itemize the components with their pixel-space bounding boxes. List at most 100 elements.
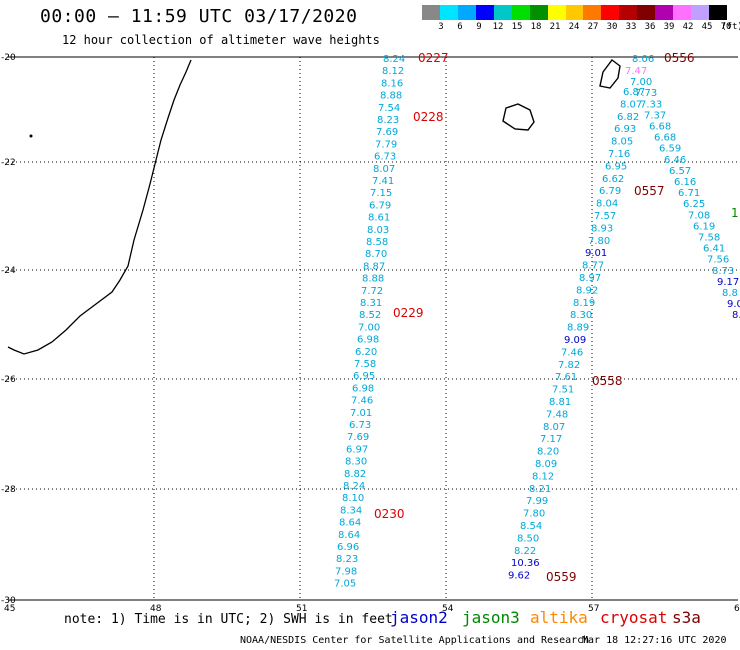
legend-tick: 36 bbox=[644, 22, 656, 32]
swh-value: 7.58 bbox=[698, 233, 720, 244]
lon-label: 60 bbox=[734, 604, 740, 614]
swh-value: 8.9 bbox=[732, 310, 740, 321]
swh-value: 6.87 bbox=[623, 87, 645, 98]
swh-value: 6.59 bbox=[659, 144, 681, 155]
pass-time-label: 0558 bbox=[592, 374, 623, 388]
footer-note: note: 1) Time is in UTC; 2) SWH is in fe… bbox=[64, 612, 393, 627]
swh-value: 6.16 bbox=[674, 177, 696, 188]
swh-value: 7.69 bbox=[376, 127, 398, 138]
swh-value: 7.58 bbox=[354, 359, 376, 370]
swh-value: 8.88 bbox=[362, 274, 384, 285]
legend-swatch-15 bbox=[691, 5, 709, 20]
swh-value: 7.98 bbox=[335, 566, 357, 577]
legend-unit: (ft) bbox=[721, 22, 740, 32]
legend-tick: 15 bbox=[511, 22, 523, 32]
swh-value: 6.96 bbox=[337, 542, 359, 553]
lon-label: 57 bbox=[588, 604, 599, 614]
swh-value: 6.41 bbox=[703, 244, 725, 255]
swh-value: 7.47 bbox=[625, 66, 647, 77]
swh-value: 6.57 bbox=[669, 166, 691, 177]
legend-tick: 39 bbox=[663, 22, 675, 32]
swh-value: 7.17 bbox=[540, 434, 562, 445]
legend-swatch-14 bbox=[673, 5, 692, 20]
swh-value: 8.07 bbox=[373, 164, 395, 175]
legend-swatch-4 bbox=[493, 5, 512, 20]
swh-value: 9.62 bbox=[508, 571, 530, 582]
swh-value: 7.46 bbox=[351, 396, 373, 407]
lon-label: 54 bbox=[442, 604, 454, 614]
swh-value: 8.21 bbox=[529, 484, 551, 495]
swh-value: 7.15 bbox=[370, 188, 392, 199]
legend-tick: 18 bbox=[530, 22, 542, 32]
swh-value: 8.93 bbox=[591, 223, 613, 234]
swh-value: 8.07 bbox=[620, 99, 642, 110]
swh-value: 8.12 bbox=[532, 471, 554, 482]
swh-value: 6.82 bbox=[617, 112, 639, 123]
swh-value: 7.57 bbox=[594, 211, 616, 222]
lat-label: -28 bbox=[1, 485, 16, 495]
lat-label: -24 bbox=[1, 266, 16, 276]
sat-label-jason2: jason2 bbox=[390, 608, 448, 627]
swh-value: 8.30 bbox=[345, 457, 367, 468]
swh-value: 8.81 bbox=[549, 397, 571, 408]
legend-swatch-6 bbox=[529, 5, 548, 20]
swh-value: 8.64 bbox=[338, 530, 360, 541]
legend-tick: 27 bbox=[587, 22, 599, 32]
map-title: 00:00 – 11:59 UTC 03/17/2020 bbox=[40, 6, 358, 27]
swh-value: 8.12 bbox=[382, 66, 404, 77]
lon-label: 48 bbox=[150, 604, 162, 614]
generated-timestamp: Mar 18 12:27:16 UTC 2020 bbox=[582, 635, 727, 646]
swh-value: 8.82 bbox=[344, 469, 366, 480]
swh-value: 7.37 bbox=[644, 110, 666, 121]
swh-value: 7.01 bbox=[350, 408, 372, 419]
pass-time-label: 0230 bbox=[374, 507, 405, 521]
swh-value: 8.16 bbox=[381, 78, 403, 89]
swh-value: 6.20 bbox=[355, 347, 377, 358]
swh-value: 8.61 bbox=[368, 213, 390, 224]
swh-value: 7.82 bbox=[558, 360, 580, 371]
swh-value: 8.87 bbox=[363, 261, 385, 272]
pass-time-label: 0559 bbox=[546, 570, 577, 584]
wave-observations: 8.248.128.168.887.548.237.697.796.738.07… bbox=[334, 51, 740, 590]
swh-value: 7.33 bbox=[640, 99, 662, 110]
swh-value: 9.09 bbox=[564, 335, 586, 346]
lat-label: -20 bbox=[1, 53, 16, 63]
swh-value: 7.79 bbox=[375, 139, 397, 150]
legend-swatch-0 bbox=[422, 5, 440, 20]
pass-time-label: 0228 bbox=[413, 110, 444, 124]
swh-value: 8.10 bbox=[342, 493, 364, 504]
swh-value: 9.01 bbox=[585, 248, 607, 259]
swh-value: 6.68 bbox=[649, 122, 671, 133]
swh-value: 7.00 bbox=[358, 322, 380, 333]
legend-tick: 45 bbox=[701, 22, 713, 32]
swh-value: 8.06 bbox=[632, 54, 654, 65]
sat-label-jason3: jason3 bbox=[462, 608, 520, 627]
legend-swatch-13 bbox=[655, 5, 674, 20]
legend-tick: 42 bbox=[682, 22, 694, 32]
swh-value: 7.73 bbox=[635, 88, 657, 99]
swh-value: 6.95 bbox=[353, 371, 375, 382]
lat-lon-grid bbox=[8, 56, 738, 601]
swh-value: 8.70 bbox=[365, 249, 387, 260]
legend-tick: 24 bbox=[568, 22, 580, 32]
swh-value: 7.16 bbox=[608, 149, 630, 160]
legend-swatch-8 bbox=[565, 5, 584, 20]
swh-value: 7.48 bbox=[546, 409, 568, 420]
swh-value: 7.80 bbox=[588, 236, 610, 247]
swh-value: 8.89 bbox=[567, 323, 589, 334]
swh-value: 8.04 bbox=[596, 199, 618, 210]
swh-value: 8.58 bbox=[366, 237, 388, 248]
legend-swatches bbox=[422, 5, 727, 20]
legend-tick: 9 bbox=[476, 22, 482, 32]
lat-label: -22 bbox=[1, 158, 16, 168]
swh-value: 6.97 bbox=[346, 444, 368, 455]
legend-swatch-10 bbox=[601, 5, 620, 20]
swh-value: 8.19 bbox=[573, 298, 595, 309]
swh-value: 6.62 bbox=[602, 174, 624, 185]
legend-tick: 6 bbox=[457, 22, 463, 32]
swh-value: 6.93 bbox=[614, 124, 636, 135]
coastlines bbox=[7, 59, 621, 355]
legend-tick: 30 bbox=[606, 22, 618, 32]
